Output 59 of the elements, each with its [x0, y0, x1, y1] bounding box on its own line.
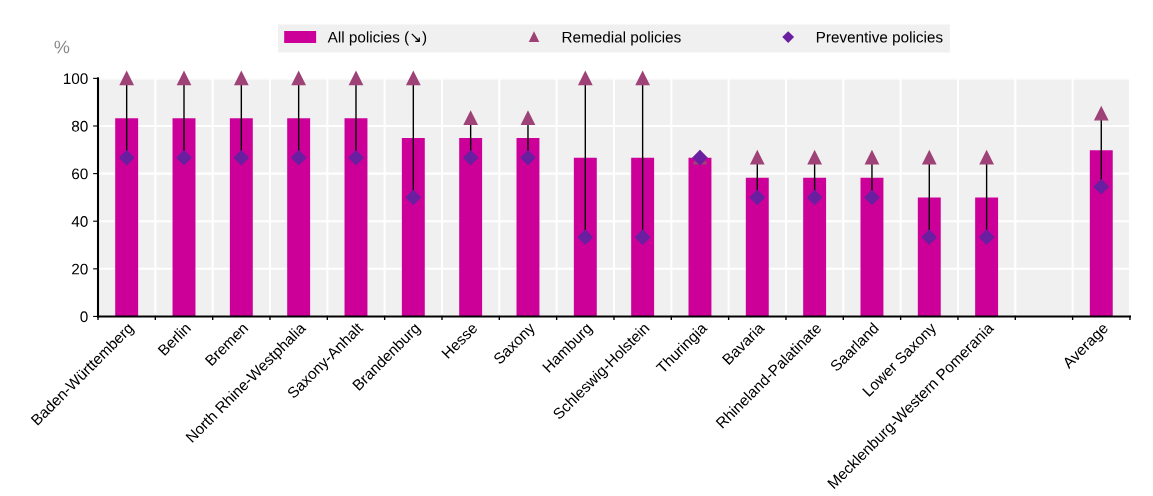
point: [521, 111, 535, 126]
bar: [975, 197, 999, 317]
bar: [287, 118, 311, 317]
bar: [1089, 150, 1113, 317]
point: [405, 189, 421, 205]
bar: [516, 137, 540, 317]
point: [463, 150, 479, 166]
bar: [401, 137, 425, 317]
bar: [115, 118, 139, 317]
bar: [860, 177, 884, 317]
point: [233, 150, 249, 166]
point: [406, 71, 421, 86]
point: [635, 229, 651, 245]
point: [807, 189, 823, 205]
point: [349, 71, 363, 86]
bar: [745, 177, 769, 317]
point: [807, 150, 822, 165]
point: [921, 229, 937, 245]
y-tick-label: 60: [72, 168, 88, 180]
point: [922, 150, 937, 165]
bar: [573, 157, 597, 317]
bar: [631, 157, 655, 317]
point: [119, 71, 134, 86]
point: [865, 150, 879, 165]
y-tick-label: 100: [63, 73, 88, 85]
bar: [172, 118, 196, 317]
bar: [344, 118, 368, 317]
y-axis-title: %: [54, 40, 70, 54]
point: [348, 150, 364, 166]
point: [749, 189, 765, 205]
point: [577, 229, 593, 245]
bar: [459, 137, 483, 317]
y-tick-label: 40: [71, 216, 88, 227]
y-tick-label: 0: [80, 311, 88, 323]
point: [635, 71, 650, 86]
point: [864, 189, 880, 205]
point: [177, 71, 191, 86]
point: [291, 150, 307, 166]
point: [979, 229, 995, 245]
y-tick-label: 80: [71, 120, 88, 132]
point: [1094, 106, 1109, 121]
point: [234, 71, 249, 86]
legend-label: Preventive policies: [816, 31, 943, 46]
bar: [688, 157, 712, 317]
point: [979, 150, 994, 165]
point: [291, 71, 306, 86]
point: [1093, 179, 1109, 195]
point: [750, 150, 765, 165]
point: [463, 111, 478, 126]
legend-label: All policies (↘): [327, 31, 427, 46]
bar: [917, 197, 941, 317]
y-tick-label: 20: [72, 263, 88, 275]
point: [578, 71, 593, 86]
bar: [803, 177, 827, 317]
point: [520, 150, 536, 166]
point: [119, 150, 135, 166]
legend-label: Remedial policies: [562, 31, 681, 46]
bar: [229, 118, 253, 317]
point: [176, 150, 192, 166]
